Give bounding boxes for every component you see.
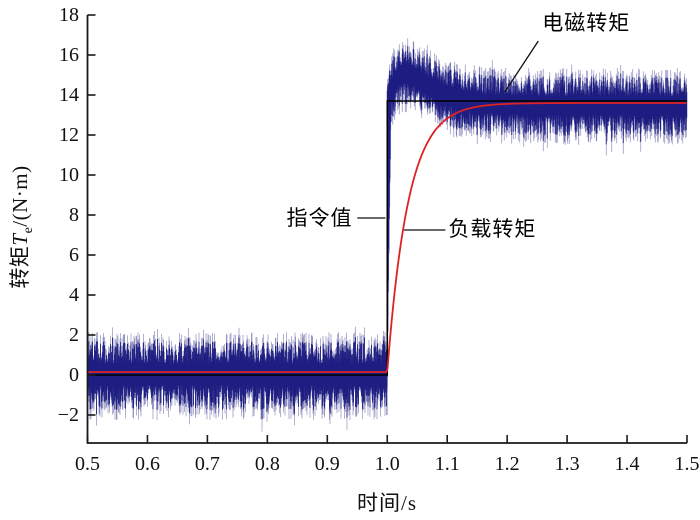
x-tick-label: 0.8 bbox=[254, 453, 280, 475]
y-tick-label: −2 bbox=[57, 404, 79, 426]
y-axis-title-symbol: T bbox=[8, 233, 32, 246]
x-tick-label: 1.4 bbox=[614, 453, 640, 475]
x-tick-label: 0.6 bbox=[134, 453, 160, 475]
x-tick-label: 1.1 bbox=[434, 453, 460, 475]
y-axis-title-suffix: /(N·m) bbox=[8, 165, 32, 227]
y-axis-title-prefix: 转矩 bbox=[8, 245, 32, 289]
y-tick-label: 12 bbox=[59, 124, 79, 146]
x-tick-label: 0.5 bbox=[75, 453, 100, 475]
x-tick-label: 0.7 bbox=[194, 453, 220, 475]
electromagnetic-torque-label: 电磁转矩 bbox=[542, 11, 631, 35]
x-tick-label: 1.3 bbox=[554, 453, 580, 475]
y-tick-label: 2 bbox=[69, 324, 79, 346]
y-tick-label: 8 bbox=[69, 204, 79, 226]
y-tick-label: 18 bbox=[59, 4, 79, 26]
x-tick-label: 0.9 bbox=[314, 453, 340, 475]
x-tick-label: 1.5 bbox=[674, 453, 700, 475]
y-tick-label: 10 bbox=[59, 164, 79, 186]
command-value-label: 指令值 bbox=[286, 206, 353, 230]
y-axis-title: 转矩Te/(N·m) bbox=[7, 110, 37, 344]
x-tick-label: 1.2 bbox=[494, 453, 520, 475]
y-tick-label: 16 bbox=[59, 44, 79, 66]
y-tick-label: 6 bbox=[69, 244, 79, 266]
y-axis-title-subscript: e bbox=[21, 226, 37, 234]
x-tick-label: 1.0 bbox=[374, 453, 400, 475]
x-axis-title: 时间/s bbox=[356, 491, 417, 515]
y-tick-label: 4 bbox=[69, 284, 79, 306]
y-tick-label: 14 bbox=[59, 84, 79, 106]
y-tick-label: 0 bbox=[69, 364, 79, 386]
load-torque-label: 负载转矩 bbox=[448, 217, 537, 241]
